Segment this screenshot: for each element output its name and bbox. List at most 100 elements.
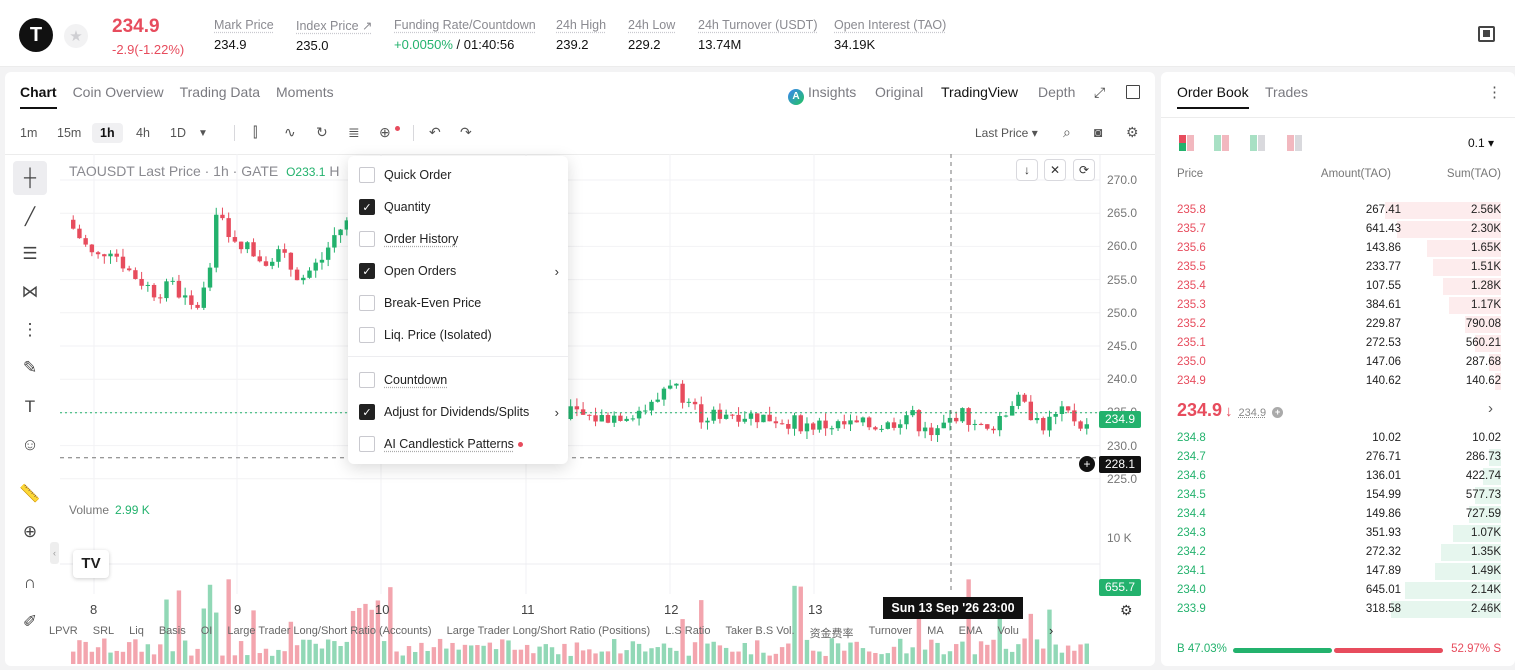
checkbox[interactable] bbox=[359, 295, 375, 311]
price-chart[interactable] bbox=[5, 154, 1155, 664]
stat-mark-price[interactable]: Mark Price 234.9 bbox=[214, 18, 274, 52]
ask-row[interactable]: 235.0 147.06 287.68 bbox=[1161, 353, 1515, 372]
menu-item-countdown[interactable]: Countdown bbox=[359, 370, 447, 390]
indicator-tab[interactable]: SRL bbox=[92, 625, 115, 637]
brush-tool-icon[interactable]: ✎ bbox=[22, 358, 38, 377]
bid-row[interactable]: 234.7 276.71 286.73 bbox=[1161, 448, 1515, 467]
bid-row[interactable]: 234.8 10.02 10.02 bbox=[1161, 429, 1515, 448]
ask-row[interactable]: 235.5 233.77 1.51K bbox=[1161, 258, 1515, 277]
tab-insights[interactable]: A Insights bbox=[788, 84, 856, 105]
tab-order-book[interactable]: Order Book bbox=[1177, 84, 1249, 109]
settings-gear-icon[interactable]: ⚙ bbox=[1126, 124, 1139, 140]
candle-type-icon[interactable]: ⫿ bbox=[253, 124, 258, 140]
stat-index-price[interactable]: Index Price ↗ 235.0 bbox=[296, 18, 372, 53]
search-icon[interactable]: ⌕ bbox=[1063, 124, 1071, 140]
undo-icon[interactable]: ↶ bbox=[429, 124, 441, 140]
indicator-tab[interactable]: EMA bbox=[958, 625, 983, 637]
indicator-tab[interactable]: Turnover bbox=[868, 625, 913, 637]
window-icon[interactable] bbox=[1126, 85, 1140, 99]
ask-row[interactable]: 234.9 140.62 140.62 bbox=[1161, 372, 1515, 391]
indicator-tab[interactable]: OI bbox=[200, 625, 213, 637]
indicator-tab[interactable]: 资金费率 bbox=[809, 628, 854, 640]
chevron-right-icon[interactable]: › bbox=[1488, 400, 1493, 417]
checkbox[interactable] bbox=[359, 327, 375, 343]
ask-row[interactable]: 235.7 641.43 2.30K bbox=[1161, 220, 1515, 239]
view-bids-icon[interactable] bbox=[1214, 135, 1230, 151]
expand-icon[interactable]: ⤢ bbox=[1094, 84, 1106, 100]
bid-row[interactable]: 233.9 318.58 2.46K bbox=[1161, 600, 1515, 619]
reset-chart-icon[interactable]: ⟳ bbox=[1073, 159, 1095, 181]
indicator-tab[interactable]: Taker B.S Vol. bbox=[725, 625, 795, 637]
add-alert-icon[interactable]: + bbox=[1079, 456, 1095, 472]
view-green-icon[interactable] bbox=[1250, 135, 1266, 151]
menu-item-ai-candlestick[interactable]: AI Candlestick Patterns bbox=[359, 434, 523, 454]
interval-4h[interactable]: 4h bbox=[136, 126, 150, 140]
tab-chart[interactable]: Chart bbox=[20, 84, 57, 109]
collapse-icon[interactable]: ✕ bbox=[1044, 159, 1066, 181]
view-asks-icon[interactable] bbox=[1287, 135, 1303, 151]
precision-select[interactable]: 0.1 ▾ bbox=[1468, 136, 1495, 150]
interval-1m[interactable]: 1m bbox=[20, 126, 38, 140]
interval-15m[interactable]: 15m bbox=[57, 126, 82, 140]
templates-icon[interactable]: ≣ bbox=[348, 124, 360, 140]
checkbox[interactable] bbox=[359, 167, 375, 183]
add-overlay-icon[interactable]: ⊕ bbox=[379, 124, 400, 141]
indicator-tab[interactable]: L.S Ratio bbox=[665, 625, 711, 637]
layout-icon[interactable] bbox=[1478, 26, 1495, 42]
indicator-tab[interactable]: Large Trader Long/Short Ratio (Positions… bbox=[446, 625, 651, 637]
fib-tool-icon[interactable]: ⋮ bbox=[21, 320, 39, 339]
menu-item-liq-price[interactable]: Liq. Price (Isolated) bbox=[359, 325, 492, 345]
indicator-tab[interactable]: Liq bbox=[129, 625, 144, 637]
bid-row[interactable]: 234.5 154.99 577.73 bbox=[1161, 486, 1515, 505]
menu-item-order-history[interactable]: Order History bbox=[359, 229, 458, 249]
menu-item-quick-order[interactable]: Quick Order bbox=[359, 165, 451, 185]
tab-depth[interactable]: Depth bbox=[1038, 84, 1076, 100]
checkbox[interactable] bbox=[359, 436, 375, 452]
bid-row[interactable]: 234.2 272.32 1.35K bbox=[1161, 543, 1515, 562]
menu-item-open-orders[interactable]: ✓ Open Orders › bbox=[359, 261, 559, 281]
trend-line-tool-icon[interactable]: ╱ bbox=[24, 207, 36, 226]
scroll-down-icon[interactable]: ↓ bbox=[1016, 159, 1038, 181]
bid-row[interactable]: 234.0 645.01 2.14K bbox=[1161, 581, 1515, 600]
indicator-tab[interactable]: Volu bbox=[997, 625, 1019, 637]
interval-dropdown-icon[interactable]: ▼ bbox=[198, 128, 208, 139]
horizontal-lines-tool-icon[interactable]: ☰ bbox=[22, 244, 38, 263]
tab-moments[interactable]: Moments bbox=[276, 84, 334, 100]
checkbox-checked[interactable]: ✓ bbox=[359, 199, 375, 215]
indicator-tab[interactable]: MA bbox=[927, 625, 944, 637]
replay-icon[interactable]: ↻ bbox=[316, 124, 328, 140]
menu-item-break-even-price[interactable]: Break-Even Price bbox=[359, 293, 481, 313]
indicator-tab[interactable]: Large Trader Long/Short Ratio (Accounts) bbox=[227, 625, 432, 637]
menu-item-quantity[interactable]: ✓ Quantity bbox=[359, 197, 431, 217]
ask-row[interactable]: 235.6 143.86 1.65K bbox=[1161, 239, 1515, 258]
collapse-toolbar-icon[interactable]: ‹ bbox=[50, 542, 59, 564]
zoom-tool-icon[interactable]: ⊕ bbox=[22, 522, 38, 541]
checkbox[interactable] bbox=[359, 231, 375, 247]
tab-coin-overview[interactable]: Coin Overview bbox=[72, 84, 164, 100]
interval-1h[interactable]: 1h bbox=[92, 123, 123, 143]
stat-open-interest[interactable]: Open Interest (TAO) 34.19K bbox=[834, 18, 946, 52]
ruler-tool-icon[interactable]: 📏 bbox=[19, 484, 41, 503]
pattern-tool-icon[interactable]: ⋈ bbox=[21, 282, 39, 301]
bid-row[interactable]: 234.6 136.01 422.74 bbox=[1161, 467, 1515, 486]
interval-1d[interactable]: 1D bbox=[170, 126, 186, 140]
magnet-tool-icon[interactable]: ∩ bbox=[23, 573, 37, 592]
ask-row[interactable]: 235.1 272.53 560.21 bbox=[1161, 334, 1515, 353]
more-options-icon[interactable]: ⋮ bbox=[1487, 84, 1502, 101]
bid-row[interactable]: 234.3 351.93 1.07K bbox=[1161, 524, 1515, 543]
indicator-tab[interactable]: LPVR bbox=[49, 625, 78, 637]
bid-row[interactable]: 234.4 149.86 727.59 bbox=[1161, 505, 1515, 524]
indicators-icon[interactable]: ∿ bbox=[284, 124, 296, 140]
ask-row[interactable]: 235.2 229.87 790.08 bbox=[1161, 315, 1515, 334]
favorite-star-icon[interactable]: ★ bbox=[64, 24, 88, 48]
price-type-select[interactable]: Last Price ▾ bbox=[975, 126, 1038, 140]
lock-drawing-icon[interactable]: ✐ bbox=[22, 612, 38, 631]
bid-row[interactable]: 234.1 147.89 1.49K bbox=[1161, 562, 1515, 581]
crosshair-tool-icon[interactable]: ┼ bbox=[13, 161, 47, 195]
tab-trades[interactable]: Trades bbox=[1265, 84, 1309, 100]
tab-trading-data[interactable]: Trading Data bbox=[179, 84, 261, 100]
text-tool-icon[interactable]: T bbox=[24, 397, 36, 416]
ask-row[interactable]: 235.8 267.41 2.56K bbox=[1161, 201, 1515, 220]
chart-settings-icon[interactable]: ⚙ bbox=[1120, 602, 1133, 618]
redo-icon[interactable]: ↷ bbox=[460, 124, 472, 140]
